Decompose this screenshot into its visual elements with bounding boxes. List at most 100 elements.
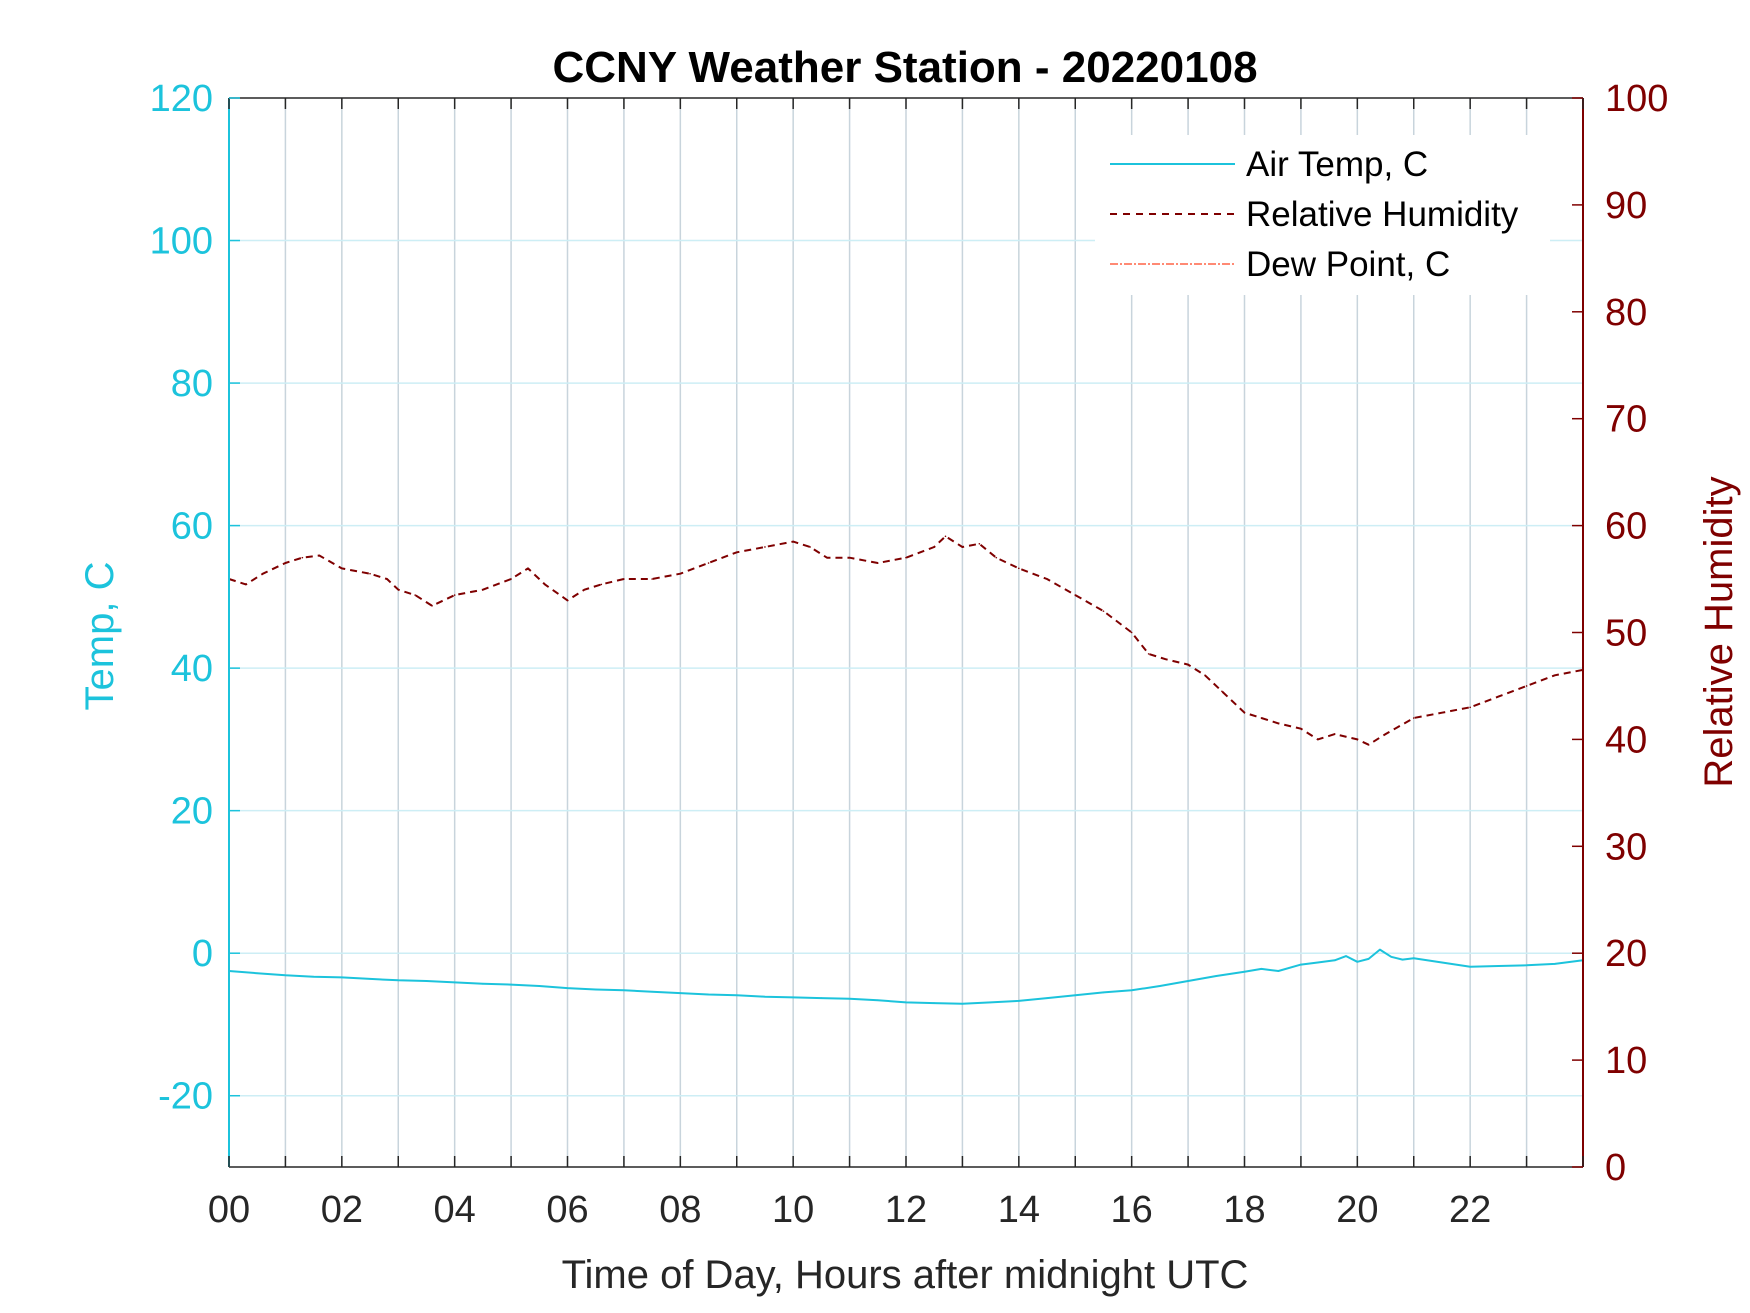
series-0-point — [1130, 989, 1133, 992]
y-right-tick-label: 60 — [1605, 506, 1647, 548]
series-1-point — [431, 604, 433, 607]
series-0-point — [1300, 963, 1302, 966]
y-axis-left-label: Temp, C — [78, 562, 122, 711]
series-1-point — [318, 554, 321, 557]
axes: 00 02 04 06 08 10 12 14 16 18 20 22-200204060801001… — [150, 78, 1669, 1231]
series-0-point — [510, 983, 512, 986]
series-1-point — [1525, 685, 1528, 687]
series-0-point — [425, 980, 428, 982]
series-1-point — [566, 599, 569, 602]
series-1-point — [1102, 610, 1105, 612]
series-1-point — [1074, 594, 1077, 596]
x-tick-label: 10 — [772, 1189, 814, 1231]
series-1-point — [600, 583, 603, 586]
series-0-point — [482, 983, 484, 985]
series-1-point — [301, 556, 304, 559]
x-tick-label: 22 — [1449, 1189, 1491, 1231]
series-layer — [228, 535, 1584, 1005]
series-line-1 — [228, 535, 1584, 746]
series-1-point — [764, 546, 766, 548]
series-1-point — [1469, 706, 1471, 709]
series-0-point — [369, 978, 371, 980]
y-left-tick-label: 120 — [150, 78, 213, 120]
x-tick-label: 14 — [998, 1189, 1040, 1231]
series-1-point — [397, 588, 400, 591]
series-1-point — [848, 556, 851, 559]
y-axis-right-label: Relative Humidity — [1697, 476, 1741, 787]
series-0-point — [594, 988, 597, 991]
series-1-point — [1333, 733, 1336, 735]
series-1-point — [961, 546, 964, 548]
series-1-point — [284, 562, 287, 564]
x-tick-label: 02 — [321, 1189, 363, 1231]
x-tick-label: 12 — [885, 1189, 927, 1231]
y-right-tick-label: 20 — [1605, 933, 1647, 975]
series-0-point — [1159, 985, 1161, 987]
series-1-point — [933, 546, 936, 548]
series-0-point — [820, 997, 823, 999]
y-left-tick-label: 0 — [192, 933, 213, 975]
series-0-point — [1441, 961, 1443, 964]
y-right-tick-label: 10 — [1605, 1040, 1647, 1082]
series-1-point — [1497, 695, 1500, 698]
series-1-point — [623, 578, 625, 580]
series-1-point — [651, 578, 653, 580]
legend-box — [1095, 135, 1550, 295]
series-0-point — [312, 975, 315, 978]
series-1-point — [1243, 711, 1246, 714]
series-0-point — [1367, 958, 1370, 960]
x-axis-label: Time of Day, Hours after midnight UTC — [562, 1253, 1249, 1297]
series-0-point — [1497, 965, 1500, 967]
y-left-tick-label: 100 — [150, 221, 213, 263]
series-0-point — [284, 974, 287, 977]
series-1-point — [1164, 658, 1167, 661]
series-0-point — [453, 981, 456, 984]
series-0-point — [1260, 968, 1263, 970]
legend-label-relative-humidity: Relative Humidity — [1246, 195, 1519, 234]
series-0-point — [1469, 965, 1471, 968]
y-right-tick-label: 80 — [1605, 292, 1647, 334]
series-1-point — [1356, 738, 1359, 741]
series-1-point — [735, 551, 738, 554]
series-1-point — [1367, 743, 1370, 746]
series-1-point — [544, 583, 546, 586]
series-0-point — [933, 1002, 936, 1004]
series-0-point — [1215, 975, 1218, 977]
y-left-tick-label: 60 — [171, 506, 213, 548]
series-0-point — [1345, 955, 1347, 957]
series-0-point — [538, 985, 541, 987]
series-1-point — [262, 572, 264, 575]
x-tick-label: 06 — [546, 1189, 588, 1231]
series-0-point — [341, 976, 343, 979]
series-1-point — [1147, 653, 1150, 655]
series-1-point — [792, 540, 794, 543]
series-0-point — [1317, 961, 1319, 964]
chart-title: CCNY Weather Station - 20220108 — [552, 43, 1257, 92]
grid — [229, 98, 1583, 1167]
series-0-point — [1333, 959, 1336, 962]
series-0-point — [1074, 994, 1077, 997]
x-tick-label: 20 — [1336, 1189, 1378, 1231]
series-0-point — [989, 1001, 992, 1004]
y-right-tick-label: 30 — [1605, 826, 1647, 868]
y-right-tick-label: 90 — [1605, 185, 1647, 227]
series-0-point — [707, 993, 710, 996]
series-1-point — [510, 578, 512, 580]
series-0-point — [1356, 960, 1359, 963]
series-1-point — [583, 588, 586, 591]
series-0-point — [848, 998, 851, 1000]
y-left-tick-label: 80 — [171, 363, 213, 405]
series-0-point — [1553, 963, 1556, 965]
series-1-point — [1553, 674, 1556, 677]
x-tick-label: 18 — [1223, 1189, 1265, 1231]
series-1-point — [1204, 674, 1206, 677]
series-0-point — [764, 995, 766, 998]
series-0-point — [735, 994, 738, 997]
series-1-point — [1300, 727, 1302, 730]
y-right-tick-label: 100 — [1605, 78, 1668, 120]
series-1-point — [482, 588, 484, 591]
series-1-point — [245, 583, 247, 586]
y-left-tick-label: -20 — [158, 1076, 213, 1118]
series-1-point — [707, 562, 710, 564]
series-0-point — [876, 999, 879, 1002]
